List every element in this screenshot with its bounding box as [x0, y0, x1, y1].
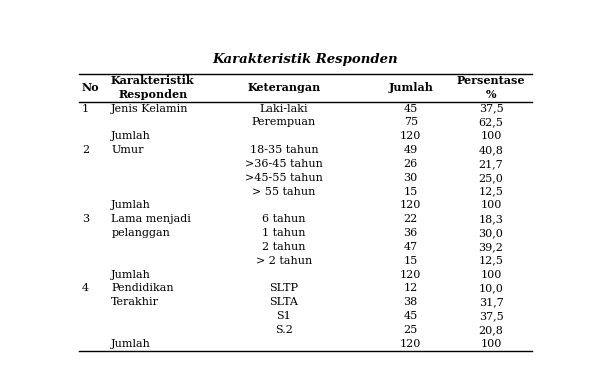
Text: 10,0: 10,0 — [479, 283, 504, 293]
Text: 26: 26 — [403, 159, 418, 169]
Text: Jumlah: Jumlah — [388, 82, 433, 93]
Text: 12,5: 12,5 — [479, 256, 504, 266]
Text: 20,8: 20,8 — [479, 325, 504, 335]
Text: Laki-laki: Laki-laki — [260, 104, 308, 113]
Text: 49: 49 — [403, 145, 418, 155]
Text: 21,7: 21,7 — [479, 159, 504, 169]
Text: Persentase
%: Persentase % — [457, 75, 525, 100]
Text: Jumlah: Jumlah — [111, 339, 151, 349]
Text: Umur: Umur — [111, 145, 144, 155]
Text: >36-45 tahun: >36-45 tahun — [245, 159, 323, 169]
Text: Perempuan: Perempuan — [252, 117, 316, 128]
Text: 120: 120 — [400, 270, 421, 280]
Text: Lama menjadi: Lama menjadi — [111, 214, 191, 224]
Text: 12,5: 12,5 — [479, 186, 504, 197]
Text: 47: 47 — [403, 242, 418, 252]
Text: 18,3: 18,3 — [479, 214, 504, 224]
Text: Jenis Kelamin: Jenis Kelamin — [111, 104, 189, 113]
Text: S.2: S.2 — [275, 325, 293, 335]
Text: 120: 120 — [400, 201, 421, 210]
Text: 37,5: 37,5 — [479, 104, 504, 113]
Text: 6 tahun: 6 tahun — [262, 214, 306, 224]
Text: 62,5: 62,5 — [479, 117, 504, 128]
Text: 75: 75 — [403, 117, 418, 128]
Text: Terakhir: Terakhir — [111, 297, 159, 307]
Text: 100: 100 — [480, 201, 502, 210]
Text: 45: 45 — [403, 311, 418, 321]
Text: > 2 tahun: > 2 tahun — [256, 256, 312, 266]
Text: 25,0: 25,0 — [479, 173, 504, 183]
Text: SLTA: SLTA — [269, 297, 299, 307]
Text: Keterangan: Keterangan — [247, 82, 321, 93]
Text: 100: 100 — [480, 270, 502, 280]
Text: 100: 100 — [480, 339, 502, 349]
Text: 1: 1 — [82, 104, 89, 113]
Text: > 55 tahun: > 55 tahun — [252, 186, 316, 197]
Text: 100: 100 — [480, 131, 502, 141]
Text: 45: 45 — [403, 104, 418, 113]
Text: pelanggan: pelanggan — [111, 228, 170, 238]
Text: Jumlah: Jumlah — [111, 201, 151, 210]
Text: 31,7: 31,7 — [479, 297, 504, 307]
Text: Pendidikan: Pendidikan — [111, 283, 174, 293]
Text: 3: 3 — [82, 214, 89, 224]
Text: S1: S1 — [277, 311, 291, 321]
Text: 40,8: 40,8 — [479, 145, 504, 155]
Text: 38: 38 — [403, 297, 418, 307]
Text: 37,5: 37,5 — [479, 311, 504, 321]
Text: 39,2: 39,2 — [479, 242, 504, 252]
Text: SLTP: SLTP — [269, 283, 299, 293]
Text: 36: 36 — [403, 228, 418, 238]
Text: 4: 4 — [82, 283, 89, 293]
Text: Jumlah: Jumlah — [111, 131, 151, 141]
Text: 120: 120 — [400, 131, 421, 141]
Text: 30: 30 — [403, 173, 418, 183]
Text: 22: 22 — [403, 214, 418, 224]
Text: No: No — [82, 82, 100, 93]
Text: Jumlah: Jumlah — [111, 270, 151, 280]
Text: 2: 2 — [82, 145, 89, 155]
Text: 12: 12 — [403, 283, 418, 293]
Text: 1 tahun: 1 tahun — [262, 228, 306, 238]
Text: 15: 15 — [403, 256, 418, 266]
Text: 18-35 tahun: 18-35 tahun — [250, 145, 318, 155]
Text: 120: 120 — [400, 339, 421, 349]
Text: 30,0: 30,0 — [479, 228, 504, 238]
Text: 15: 15 — [403, 186, 418, 197]
Text: 25: 25 — [403, 325, 418, 335]
Text: >45-55 tahun: >45-55 tahun — [245, 173, 323, 183]
Text: Karakteristik Responden: Karakteristik Responden — [213, 53, 398, 66]
Text: Karakteristik
Responden: Karakteristik Responden — [111, 75, 194, 100]
Text: 2 tahun: 2 tahun — [262, 242, 306, 252]
